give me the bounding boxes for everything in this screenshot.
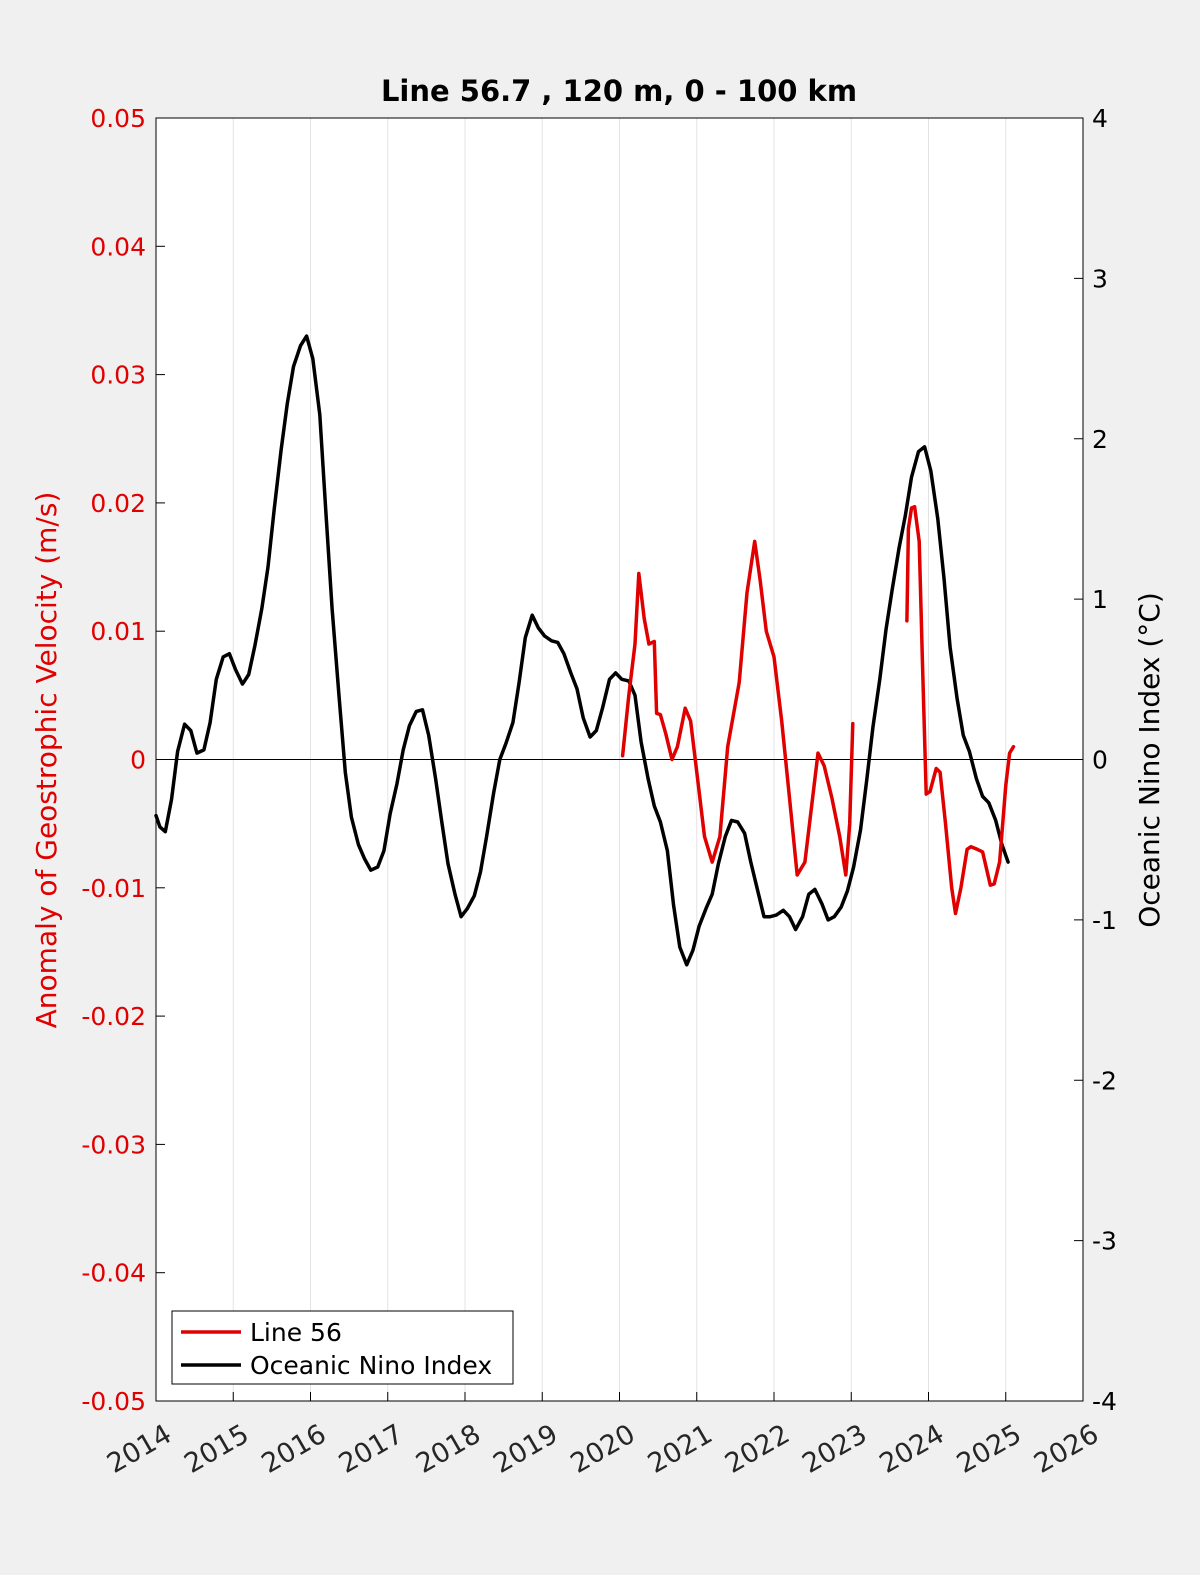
legend-label-line56: Line 56 [250, 1318, 342, 1347]
x-axis: 2014 2015 2016 2017 2018 2019 2020 2021 2022 2023… [102, 1392, 1104, 1480]
y-left-tick-label: -0.02 [81, 1002, 146, 1031]
y-left-tick-label: 0 [130, 746, 146, 775]
y-left-tick-label: -0.04 [81, 1259, 146, 1288]
x-tick-label: 2019 [488, 1419, 563, 1480]
y-right-tick-label: -2 [1092, 1066, 1117, 1095]
y-left-tick-label: 0.02 [90, 489, 146, 518]
x-tick-label: 2016 [256, 1419, 331, 1480]
y-right-tick-label: 0 [1092, 746, 1108, 775]
y-right-tick-label: 3 [1092, 264, 1108, 293]
x-tick-label: 2021 [643, 1419, 718, 1480]
y-axis-right: 4 3 2 1 0 -1 -2 -3 -4 [1074, 104, 1117, 1416]
chart-title: Line 56.7 , 120 m, 0 - 100 km [381, 74, 857, 108]
y-right-tick-label: 4 [1092, 104, 1108, 133]
y-left-tick-label: -0.01 [81, 874, 146, 903]
y-left-tick-label: -0.05 [81, 1387, 146, 1416]
y-right-tick-label: 1 [1092, 585, 1108, 614]
x-tick-label: 2017 [334, 1419, 409, 1480]
legend-box [171, 1310, 514, 1385]
y-axis-left-label: Anomaly of Geostrophic Velocity (m/s) [30, 492, 63, 1029]
x-tick-label: 2026 [1029, 1419, 1104, 1480]
legend-label-oni: Oceanic Nino Index [250, 1351, 492, 1380]
y-right-tick-label: -1 [1092, 906, 1117, 935]
x-tick-label: 2023 [797, 1419, 872, 1480]
y-left-tick-label: 0.05 [90, 104, 146, 133]
x-tick-label: 2024 [874, 1419, 949, 1480]
y-right-tick-label: 2 [1092, 425, 1108, 454]
x-tick-label: 2015 [179, 1419, 254, 1480]
series-line-line56-segment-2 [905, 504, 1016, 916]
series-line-line56-segment-1 [620, 539, 855, 877]
y-right-tick-label: -4 [1092, 1387, 1117, 1416]
y-left-tick-label: 0.01 [90, 617, 146, 646]
y-axis-right-label: Oceanic Nino Index (°C) [1133, 592, 1166, 928]
y-axis-left: 0.05 0.04 0.03 0.02 0.01 0 -0.01 -0.02 -0.03 -0.0… [81, 104, 165, 1416]
y-left-tick-label: 0.03 [90, 361, 146, 390]
x-tick-label: 2022 [720, 1419, 795, 1480]
legend: Line 56 Oceanic Nino Index [171, 1310, 514, 1385]
x-tick-label: 2014 [102, 1419, 177, 1480]
x-tick-label: 2020 [565, 1419, 640, 1480]
y-right-tick-label: -3 [1092, 1227, 1117, 1256]
y-left-tick-label: -0.03 [81, 1130, 146, 1159]
y-left-tick-label: 0.04 [90, 232, 146, 261]
x-tick-label: 2025 [952, 1419, 1027, 1480]
x-tick-label: 2018 [411, 1419, 486, 1480]
series-layer [154, 334, 1016, 967]
series-line-oceanic-nino-index [154, 334, 1010, 967]
